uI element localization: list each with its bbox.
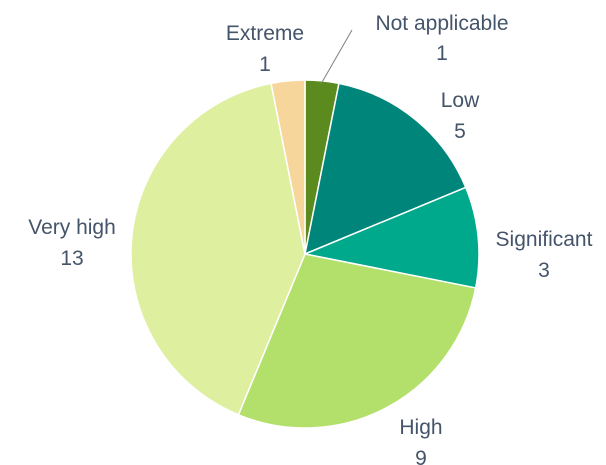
label-high-value: 9: [415, 447, 427, 465]
pie-slice-significant: [302, 186, 480, 289]
label-very-high-name: Very high: [28, 216, 116, 239]
pie-slice-very-high: [130, 82, 306, 416]
label-low-name: Low: [441, 89, 480, 112]
label-not-applicable-name: Not applicable: [375, 12, 508, 35]
pie-slice-high: [237, 253, 477, 429]
label-significant-value: 3: [538, 259, 550, 282]
label-significant-name: Significant: [496, 228, 593, 251]
label-very-high-value: 13: [60, 247, 83, 270]
label-extreme-value: 1: [259, 53, 271, 76]
pie-slices: [130, 79, 480, 429]
pie-slice-low: [303, 82, 467, 256]
label-low-value: 5: [454, 120, 466, 143]
pie-slice-extreme: [270, 79, 306, 255]
label-high-name: High: [399, 416, 442, 439]
leader-line-not-applicable: [320, 29, 353, 85]
label-not-applicable-value: 1: [436, 42, 448, 65]
label-extreme-name: Extreme: [226, 22, 304, 45]
